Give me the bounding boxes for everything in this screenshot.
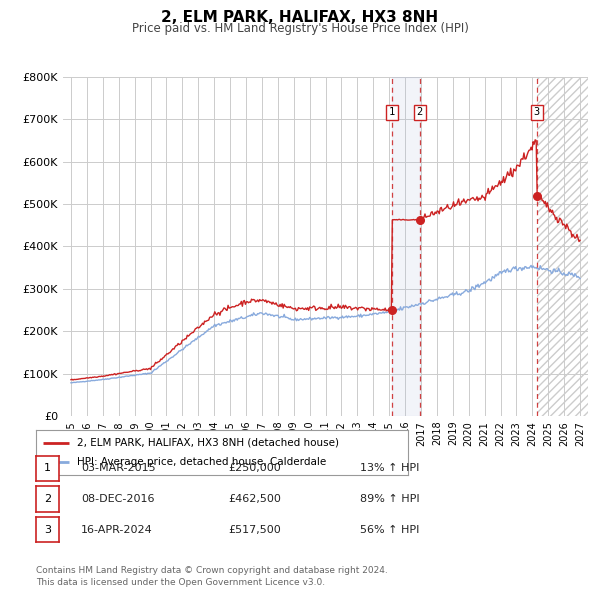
Text: 2: 2	[44, 494, 51, 504]
Bar	[392, 77, 420, 416]
Text: HPI: Average price, detached house, Calderdale: HPI: Average price, detached house, Cald…	[77, 457, 326, 467]
Text: £517,500: £517,500	[228, 525, 281, 535]
Text: 56% ↑ HPI: 56% ↑ HPI	[360, 525, 419, 535]
Text: 3: 3	[44, 525, 51, 535]
Text: 2, ELM PARK, HALIFAX, HX3 8NH: 2, ELM PARK, HALIFAX, HX3 8NH	[161, 10, 439, 25]
Text: 1: 1	[44, 463, 51, 473]
Text: 16-APR-2024: 16-APR-2024	[81, 525, 153, 535]
Text: Contains HM Land Registry data © Crown copyright and database right 2024.
This d: Contains HM Land Registry data © Crown c…	[36, 566, 388, 587]
Text: 2, ELM PARK, HALIFAX, HX3 8NH (detached house): 2, ELM PARK, HALIFAX, HX3 8NH (detached …	[77, 438, 339, 448]
Text: 2: 2	[417, 107, 423, 117]
Text: 89% ↑ HPI: 89% ↑ HPI	[360, 494, 419, 504]
Text: 08-DEC-2016: 08-DEC-2016	[81, 494, 155, 504]
Text: Price paid vs. HM Land Registry's House Price Index (HPI): Price paid vs. HM Land Registry's House …	[131, 22, 469, 35]
Text: 3: 3	[534, 107, 540, 117]
Bar	[537, 77, 588, 416]
Text: 13% ↑ HPI: 13% ↑ HPI	[360, 463, 419, 473]
Text: 03-MAR-2015: 03-MAR-2015	[81, 463, 155, 473]
Text: £462,500: £462,500	[228, 494, 281, 504]
Text: £250,000: £250,000	[228, 463, 281, 473]
Text: 1: 1	[389, 107, 395, 117]
